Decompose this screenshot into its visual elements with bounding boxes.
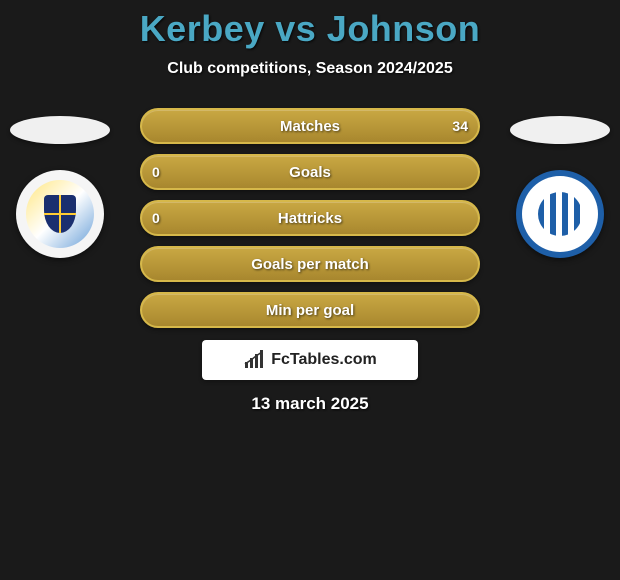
stat-row: Min per goal bbox=[140, 292, 480, 328]
stripes-icon bbox=[538, 192, 582, 236]
stat-label: Matches bbox=[280, 118, 340, 135]
stat-row: 0 Goals bbox=[140, 154, 480, 190]
stat-label: Goals per match bbox=[251, 256, 369, 273]
branding-text: FcTables.com bbox=[271, 351, 377, 369]
shield-icon bbox=[44, 195, 76, 233]
branding-box: FcTables.com bbox=[202, 340, 418, 380]
stat-label: Goals bbox=[289, 164, 331, 181]
stat-value-right: 34 bbox=[452, 118, 468, 134]
team-badge-right bbox=[516, 170, 604, 258]
stat-row: Goals per match bbox=[140, 246, 480, 282]
stat-label: Hattricks bbox=[278, 210, 342, 227]
stat-label: Min per goal bbox=[266, 302, 354, 319]
stat-row: Matches 34 bbox=[140, 108, 480, 144]
stats-area: Matches 34 0 Goals 0 Hattricks Goals per match… bbox=[0, 108, 620, 328]
stat-row: 0 Hattricks bbox=[140, 200, 480, 236]
footer-date: 13 march 2025 bbox=[0, 394, 620, 414]
stat-value-left: 0 bbox=[152, 210, 160, 226]
player-oval-right bbox=[510, 116, 610, 144]
team-badge-right-inner bbox=[522, 176, 598, 252]
team-badge-left-inner bbox=[26, 180, 94, 248]
team-badge-left bbox=[16, 170, 104, 258]
player-oval-left bbox=[10, 116, 110, 144]
stat-value-left: 0 bbox=[152, 164, 160, 180]
comparison-card: Kerbey vs Johnson Club competitions, Sea… bbox=[0, 0, 620, 414]
page-title: Kerbey vs Johnson bbox=[0, 8, 620, 50]
page-subtitle: Club competitions, Season 2024/2025 bbox=[0, 60, 620, 78]
chart-bar-icon bbox=[243, 350, 267, 370]
